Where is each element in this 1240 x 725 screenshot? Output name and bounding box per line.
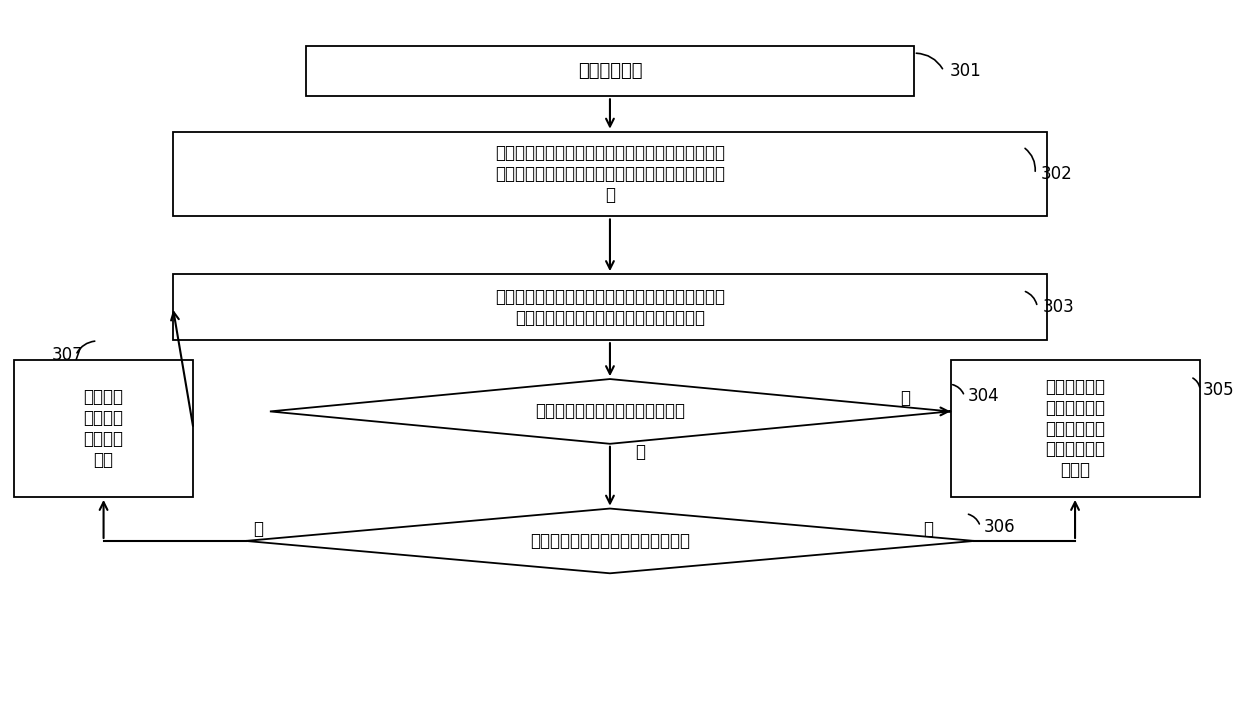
Text: 302: 302: [1042, 165, 1073, 183]
Text: 307: 307: [51, 347, 83, 364]
Polygon shape: [246, 508, 975, 573]
Text: 否: 否: [253, 521, 263, 539]
Text: 否: 否: [635, 444, 645, 461]
Text: 确定初始参数: 确定初始参数: [578, 62, 642, 80]
FancyBboxPatch shape: [14, 360, 193, 497]
Text: 所述当前目标解小于第二设定阈值: 所述当前目标解小于第二设定阈值: [534, 402, 684, 420]
FancyBboxPatch shape: [951, 360, 1199, 497]
Text: 采用活跃目标粒子群算法，计算所述第二优化目标模
型，得到当前目标解，并记录当前迭代次数: 采用活跃目标粒子群算法，计算所述第二优化目标模 型，得到当前目标解，并记录当前迭…: [495, 288, 725, 326]
Text: 以最大组的用户不舒适度最小为目标，以温度设定范
围和最大跟踪误差为约束条件，建立第二优化目标模
型: 以最大组的用户不舒适度最小为目标，以温度设定范 围和最大跟踪误差为约束条件，建立…: [495, 144, 725, 204]
Text: 所述当前迭代次数达到所述迭代总数: 所述当前迭代次数达到所述迭代总数: [529, 532, 689, 550]
Text: 是: 是: [923, 521, 934, 539]
Text: 保存所述当前
目标解对应的
温度设定值，
结束并退出迭
代循环: 保存所述当前 目标解对应的 温度设定值， 结束并退出迭 代循环: [1045, 378, 1105, 479]
Text: 更新温度
设定值和
当前迭代
次数: 更新温度 设定值和 当前迭代 次数: [83, 389, 124, 469]
Text: 304: 304: [968, 387, 999, 405]
FancyBboxPatch shape: [172, 131, 1047, 217]
Text: 303: 303: [1043, 298, 1074, 316]
FancyBboxPatch shape: [306, 46, 914, 96]
Text: 306: 306: [985, 518, 1016, 536]
Text: 301: 301: [950, 62, 982, 80]
Text: 是: 是: [900, 389, 910, 407]
Text: 305: 305: [1203, 381, 1234, 399]
Polygon shape: [270, 379, 950, 444]
FancyBboxPatch shape: [172, 274, 1047, 340]
